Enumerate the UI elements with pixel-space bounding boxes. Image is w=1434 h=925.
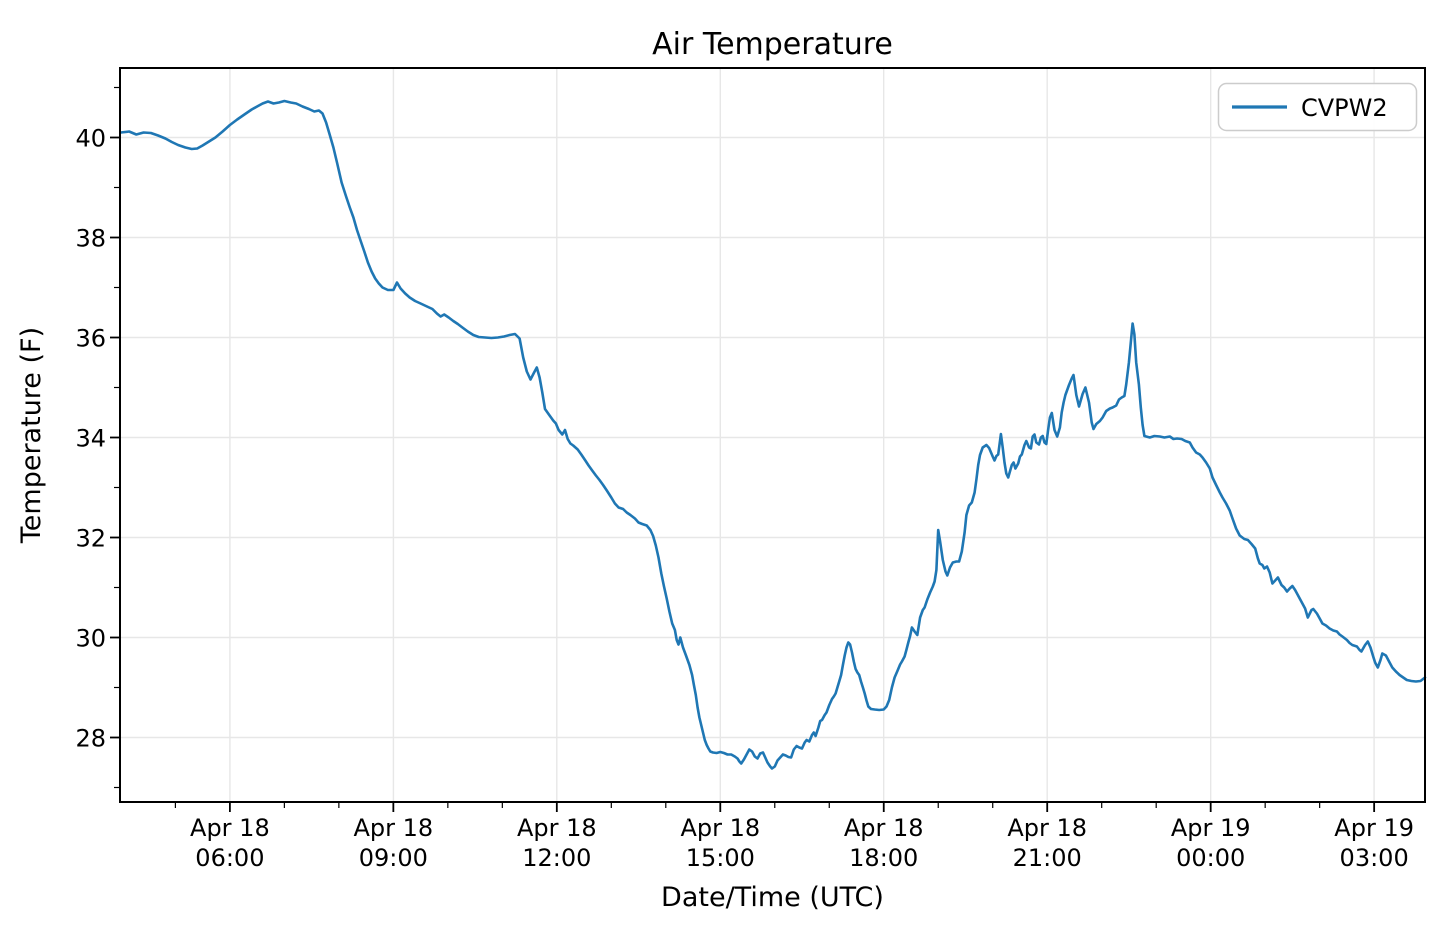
axis-tick-labels: Apr 18 06:00 Apr 18 09:00 Apr 18 12:00 Apr 18 1… [75,125,1414,873]
x-tick-label: Apr 18 06:00 [190,814,270,872]
y-tick-label: 38 [75,225,106,253]
x-tick-label: Apr 19 00:00 [1171,814,1251,872]
x-tick-label: Apr 18 15:00 [680,814,760,872]
x-tick-label: Apr 18 18:00 [844,814,924,872]
plot-border [119,67,1426,803]
temperature-line [119,99,1427,770]
y-tick-label: 28 [75,725,106,753]
y-tick-label: 40 [75,125,106,153]
y-tick-label: 34 [75,425,106,453]
x-tick-label: Apr 18 09:00 [354,814,434,872]
y-tick-label: 36 [75,325,106,353]
axis-ticks [110,86,1376,812]
plot-spines [119,67,1426,803]
x-tick-label: Apr 18 21:00 [1007,814,1087,872]
x-tick-label: Apr 19 03:00 [1334,814,1414,872]
y-tick-label: 32 [75,525,106,553]
legend-label-cvpw2: CVPW2 [1301,94,1388,122]
y-tick-label: 30 [75,625,106,653]
legend-box [1217,82,1418,132]
gridlines [120,68,1425,802]
legend: CVPW2 [1217,82,1418,132]
y-axis-label: Temperature (F) [16,327,47,544]
chart-title: Air Temperature [652,27,893,62]
x-axis-label: Date/Time (UTC) [661,882,884,913]
temperature-line-series [119,99,1427,770]
x-tick-label: Apr 18 12:00 [517,814,597,872]
